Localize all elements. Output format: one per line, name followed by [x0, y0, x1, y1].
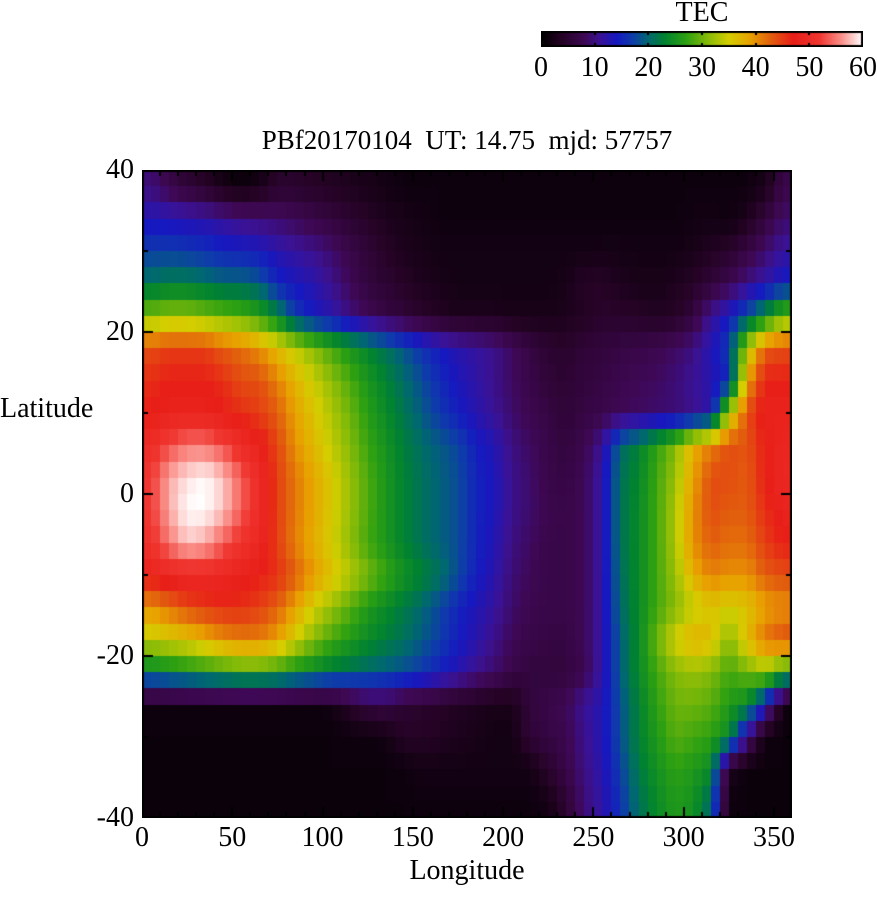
x-axis-tick-label: 300 [662, 822, 705, 853]
colorbar-tick-label: 20 [634, 52, 663, 83]
x-axis-tick-label: 0 [135, 822, 149, 853]
colorbar-tick-label: 50 [795, 52, 824, 83]
x-axis-tick-label: 150 [391, 822, 434, 853]
x-axis-tick-label: 200 [482, 822, 525, 853]
y-axis-tick-label: 0 [120, 478, 134, 509]
colorbar [541, 31, 863, 47]
x-axis-tick-label: 350 [752, 822, 795, 853]
colorbar-tick-label: 10 [580, 52, 609, 83]
y-axis-tick-label: 40 [106, 154, 134, 185]
y-axis-label: Latitude [0, 393, 94, 424]
x-axis-label: Longitude [409, 855, 525, 886]
x-axis-tick-label: 250 [572, 822, 615, 853]
y-axis-tick-label: -40 [96, 802, 134, 833]
colorbar-tick-label: 30 [688, 52, 716, 83]
y-axis-tick-label: -20 [96, 640, 134, 671]
heatmap-canvas [142, 170, 792, 818]
y-axis-tick-label: 20 [106, 316, 134, 347]
colorbar-tick-label: 40 [741, 52, 770, 83]
colorbar-tick-label: 60 [849, 52, 877, 83]
plot-title: PBf20170104 UT: 14.75 mjd: 57757 [261, 125, 673, 155]
x-axis-tick-label: 50 [218, 822, 247, 853]
colorbar-tick-label: 0 [534, 52, 548, 83]
x-axis-tick-label: 100 [301, 822, 344, 853]
colorbar-title: TEC [675, 0, 729, 28]
